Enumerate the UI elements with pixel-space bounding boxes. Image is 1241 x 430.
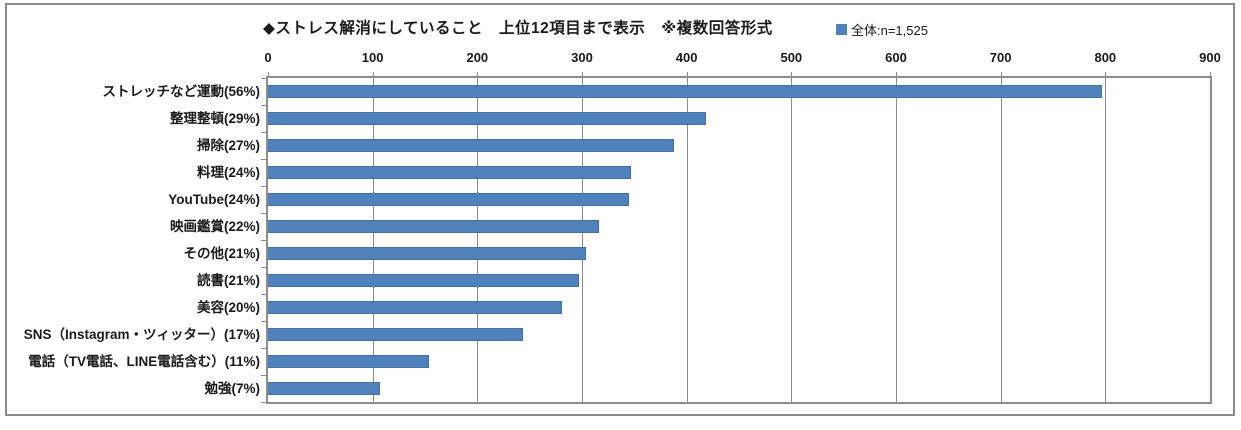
x-tick-label: 0 xyxy=(264,50,272,65)
bar xyxy=(268,328,524,341)
y-tick-mark xyxy=(261,267,266,268)
gridline xyxy=(477,78,479,402)
x-tick-mark xyxy=(477,72,479,76)
bar xyxy=(268,355,430,368)
bar xyxy=(268,85,1103,98)
y-tick-mark xyxy=(261,240,266,241)
y-tick-mark xyxy=(261,402,266,403)
x-tick-label: 400 xyxy=(675,50,698,65)
y-tick-mark xyxy=(261,78,266,79)
bar xyxy=(268,220,599,233)
chart-title: ◆ストレス解消にしていること 上位12項目まで表示 ※複数回答形式 xyxy=(263,20,773,37)
gridline xyxy=(896,78,897,402)
gridline xyxy=(1000,78,1002,402)
bar xyxy=(268,166,632,179)
category-label: 美容(20%) xyxy=(196,300,260,315)
x-tick-mark xyxy=(372,72,374,76)
x-tick-mark xyxy=(1210,72,1211,76)
bar xyxy=(268,274,579,287)
gridline xyxy=(372,78,374,402)
y-tick-mark xyxy=(261,186,266,187)
x-tick-mark xyxy=(686,72,688,76)
x-tick-label: 900 xyxy=(1199,50,1221,65)
y-tick-mark xyxy=(261,375,266,376)
x-tick-mark xyxy=(1000,72,1002,76)
x-tick-label: 300 xyxy=(571,50,593,65)
y-tick-mark xyxy=(261,321,266,322)
x-tick-label: 700 xyxy=(989,50,1012,65)
x-tick-label: 600 xyxy=(885,50,907,65)
category-label: 映画鑑賞(22%) xyxy=(169,219,260,234)
category-label: 整理整頓(29%) xyxy=(169,111,260,126)
y-tick-mark xyxy=(261,294,266,295)
bar xyxy=(268,193,630,206)
category-label: 料理(24%) xyxy=(196,165,260,180)
y-tick-mark xyxy=(261,159,266,160)
bar xyxy=(268,247,587,260)
category-label: 勉強(7%) xyxy=(204,381,260,396)
y-tick-mark xyxy=(261,348,266,349)
category-label: 掃除(27%) xyxy=(196,138,260,153)
legend-label: 全体:n=1,525 xyxy=(851,23,928,38)
bar xyxy=(268,139,675,152)
gridline xyxy=(791,78,793,402)
gridline xyxy=(686,78,688,402)
x-tick-label: 500 xyxy=(780,50,803,65)
category-label: YouTube(24%) xyxy=(168,192,260,207)
plot-area xyxy=(266,76,1212,404)
x-tick-label: 200 xyxy=(466,50,489,65)
x-tick-mark xyxy=(1105,72,1107,76)
x-tick-label: 800 xyxy=(1094,50,1117,65)
gridline xyxy=(1105,78,1107,402)
y-tick-mark xyxy=(261,105,266,106)
category-label: 読書(21%) xyxy=(196,273,260,288)
bar xyxy=(268,112,706,125)
category-label: ストレッチなど運動(56%) xyxy=(102,84,260,99)
y-tick-mark xyxy=(261,132,266,133)
bar xyxy=(268,382,380,395)
legend-marker-icon xyxy=(836,24,847,35)
bar xyxy=(268,301,563,314)
x-tick-mark xyxy=(582,72,583,76)
x-tick-mark xyxy=(896,72,897,76)
x-tick-label: 100 xyxy=(361,50,384,65)
category-label: SNS（Instagram・ツィッター）(17%) xyxy=(23,327,260,342)
gridline xyxy=(582,78,583,402)
x-tick-mark xyxy=(268,72,269,76)
legend: 全体:n=1,525 xyxy=(836,20,928,39)
category-label: その他(21%) xyxy=(183,246,260,261)
x-tick-mark xyxy=(791,72,793,76)
y-tick-mark xyxy=(261,213,266,214)
category-label: 電話（TV電話、LINE電話含む）(11%) xyxy=(28,354,260,369)
